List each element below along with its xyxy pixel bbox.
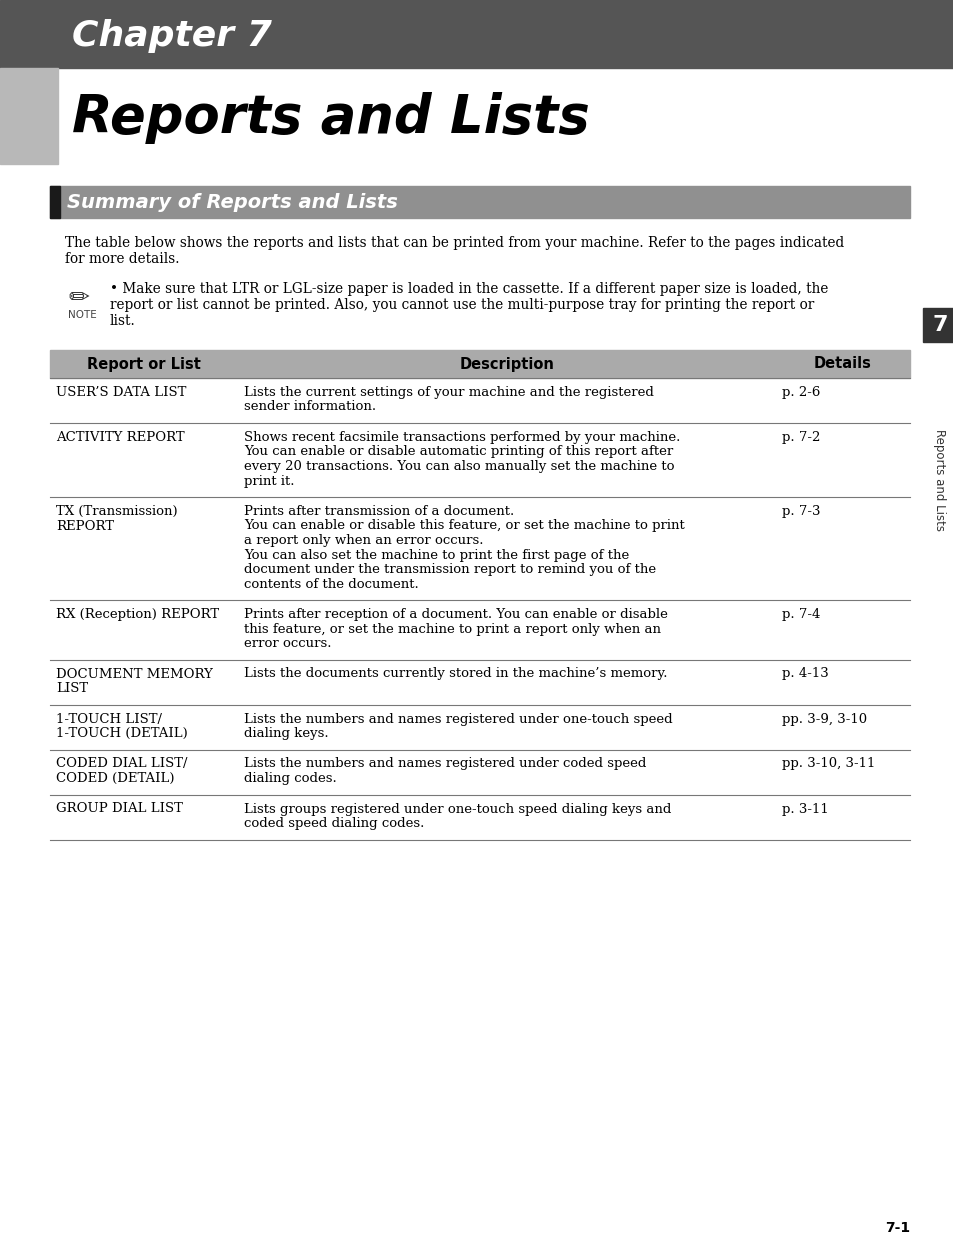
Text: Lists the current settings of your machine and the registered: Lists the current settings of your machi… [244, 386, 653, 399]
Text: REPORT: REPORT [56, 519, 113, 533]
Text: error occurs.: error occurs. [244, 637, 331, 650]
Bar [50, 350, 909, 378]
Text: 7-1: 7-1 [884, 1221, 909, 1235]
Text: Chapter 7: Chapter 7 [71, 19, 272, 53]
Text: RX (Reception) REPORT: RX (Reception) REPORT [56, 609, 219, 621]
Text: GROUP DIAL LIST: GROUP DIAL LIST [56, 802, 183, 816]
Text: Report or List: Report or List [87, 356, 201, 371]
Text: Details: Details [813, 356, 871, 371]
Text: sender information.: sender information. [244, 400, 375, 414]
Text: coded speed dialing codes.: coded speed dialing codes. [244, 817, 424, 830]
Text: p. 7-4: p. 7-4 [781, 609, 820, 621]
Text: list.: list. [110, 314, 135, 328]
Text: ACTIVITY REPORT: ACTIVITY REPORT [56, 431, 185, 443]
Text: Prints after transmission of a document.: Prints after transmission of a document. [244, 505, 514, 518]
Bar [0, 68, 58, 164]
Bar [50, 186, 909, 219]
Text: this feature, or set the machine to print a report only when an: this feature, or set the machine to prin… [244, 622, 660, 636]
Text: p. 4-13: p. 4-13 [781, 667, 828, 681]
Text: Lists the numbers and names registered under one-touch speed: Lists the numbers and names registered u… [244, 713, 672, 725]
Text: p. 2-6: p. 2-6 [781, 386, 820, 399]
Text: CODED DIAL LIST/: CODED DIAL LIST/ [56, 758, 188, 770]
Bar [923, 308, 953, 342]
Text: Lists the documents currently stored in the machine’s memory.: Lists the documents currently stored in … [244, 667, 667, 681]
Text: ✏: ✏ [68, 286, 89, 310]
Text: Reports and Lists: Reports and Lists [71, 92, 589, 144]
Text: contents of the document.: contents of the document. [244, 578, 418, 590]
Bar [50, 186, 60, 219]
Text: p. 7-2: p. 7-2 [781, 431, 820, 443]
Text: pp. 3-10, 3-11: pp. 3-10, 3-11 [781, 758, 875, 770]
Text: Lists groups registered under one-touch speed dialing keys and: Lists groups registered under one-touch … [244, 802, 671, 816]
Text: dialing codes.: dialing codes. [244, 773, 336, 785]
Text: print it.: print it. [244, 474, 294, 488]
Text: • Make sure that LTR or LGL-size paper is loaded in the cassette. If a different: • Make sure that LTR or LGL-size paper i… [110, 282, 827, 296]
Text: DOCUMENT MEMORY: DOCUMENT MEMORY [56, 667, 213, 681]
Text: p. 3-11: p. 3-11 [781, 802, 828, 816]
Text: dialing keys.: dialing keys. [244, 727, 328, 740]
Text: report or list cannot be printed. Also, you cannot use the multi-purpose tray fo: report or list cannot be printed. Also, … [110, 298, 814, 312]
Text: Lists the numbers and names registered under coded speed: Lists the numbers and names registered u… [244, 758, 646, 770]
Text: 1-TOUCH LIST/: 1-TOUCH LIST/ [56, 713, 162, 725]
Text: Prints after reception of a document. You can enable or disable: Prints after reception of a document. Yo… [244, 609, 667, 621]
Text: CODED (DETAIL): CODED (DETAIL) [56, 773, 174, 785]
Text: The table below shows the reports and lists that can be printed from your machin: The table below shows the reports and li… [65, 236, 843, 250]
Text: a report only when an error occurs.: a report only when an error occurs. [244, 534, 483, 546]
Text: p. 7-3: p. 7-3 [781, 505, 820, 518]
Text: You can enable or disable automatic printing of this report after: You can enable or disable automatic prin… [244, 446, 673, 458]
Text: You can also set the machine to print the first page of the: You can also set the machine to print th… [244, 549, 629, 561]
Text: Shows recent facsimile transactions performed by your machine.: Shows recent facsimile transactions perf… [244, 431, 679, 443]
Text: NOTE: NOTE [68, 310, 96, 320]
Text: USER’S DATA LIST: USER’S DATA LIST [56, 386, 186, 399]
Text: Reports and Lists: Reports and Lists [933, 428, 945, 532]
Text: 7: 7 [931, 315, 946, 335]
Text: LIST: LIST [56, 682, 88, 696]
Text: You can enable or disable this feature, or set the machine to print: You can enable or disable this feature, … [244, 519, 684, 533]
Text: document under the transmission report to remind you of the: document under the transmission report t… [244, 563, 656, 576]
Text: pp. 3-9, 3-10: pp. 3-9, 3-10 [781, 713, 866, 725]
Bar [0, 0, 953, 68]
Text: 1-TOUCH (DETAIL): 1-TOUCH (DETAIL) [56, 727, 188, 740]
Text: Summary of Reports and Lists: Summary of Reports and Lists [67, 193, 397, 211]
Text: TX (Transmission): TX (Transmission) [56, 505, 177, 518]
Text: every 20 transactions. You can also manually set the machine to: every 20 transactions. You can also manu… [244, 460, 674, 473]
Text: for more details.: for more details. [65, 252, 179, 266]
Text: Description: Description [459, 356, 554, 371]
